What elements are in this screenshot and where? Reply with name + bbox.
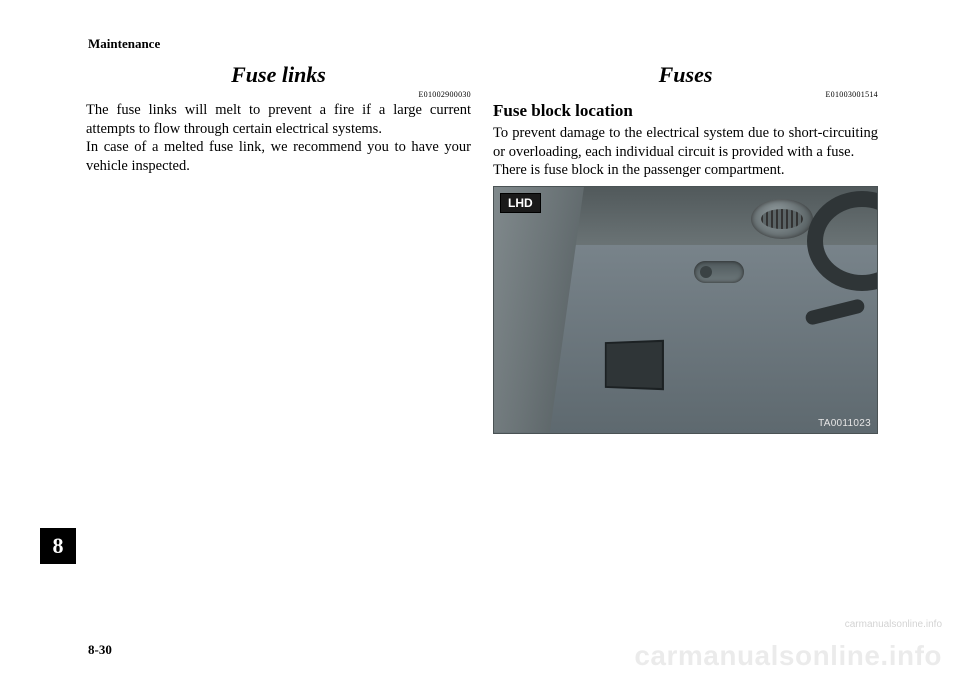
right-paragraph: To prevent damage to the electrical syst… (493, 124, 878, 161)
watermark-large: carmanualsonline.info (634, 640, 942, 672)
fuse-box-cover-icon (605, 339, 664, 389)
page-number: 8-30 (88, 642, 112, 658)
chapter-tab: 8 (40, 528, 76, 564)
dash-button-icon (694, 261, 744, 283)
right-column: Fuses E01003001514 Fuse block location T… (493, 62, 878, 434)
left-paragraph: The fuse links will melt to prevent a fi… (86, 101, 471, 138)
two-column-layout: Fuse links E01002900030 The fuse links w… (86, 62, 878, 434)
photo-lhd-badge: LHD (500, 193, 541, 213)
right-paragraph: There is fuse block in the passenger com… (493, 161, 878, 180)
left-title: Fuse links (86, 62, 471, 88)
section-header: Maintenance (88, 36, 160, 52)
photo-reference-number: TA0011023 (818, 418, 871, 429)
left-paragraph: In case of a melted fuse link, we recomm… (86, 138, 471, 175)
right-subheading: Fuse block location (493, 101, 878, 121)
left-doc-code: E01002900030 (86, 90, 471, 99)
air-vent-icon (751, 199, 813, 239)
watermark-small: carmanualsonline.info (845, 619, 942, 630)
right-title: Fuses (493, 62, 878, 88)
right-doc-code: E01003001514 (493, 90, 878, 99)
left-column: Fuse links E01002900030 The fuse links w… (86, 62, 471, 434)
manual-page: Maintenance Fuse links E01002900030 The … (0, 0, 960, 686)
fuse-block-photo: LHD TA0011023 (493, 186, 878, 434)
